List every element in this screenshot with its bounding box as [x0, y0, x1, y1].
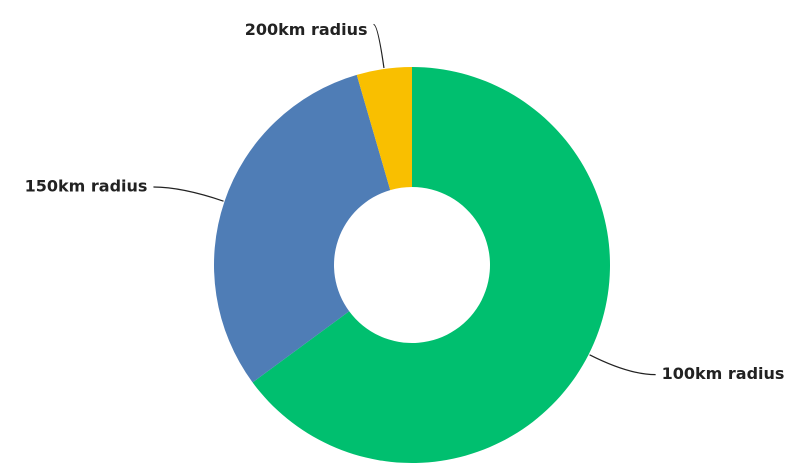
donut-slice: [356, 67, 412, 191]
donut-slice: [214, 74, 391, 383]
leader-line: [373, 23, 385, 69]
slice-label: 200km radius: [245, 20, 368, 39]
slice-label: 100km radius: [662, 364, 785, 383]
leader-line: [153, 186, 224, 202]
leader-line: [589, 354, 656, 376]
slice-label: 150km radius: [25, 177, 148, 196]
donut-slice: [252, 67, 611, 463]
